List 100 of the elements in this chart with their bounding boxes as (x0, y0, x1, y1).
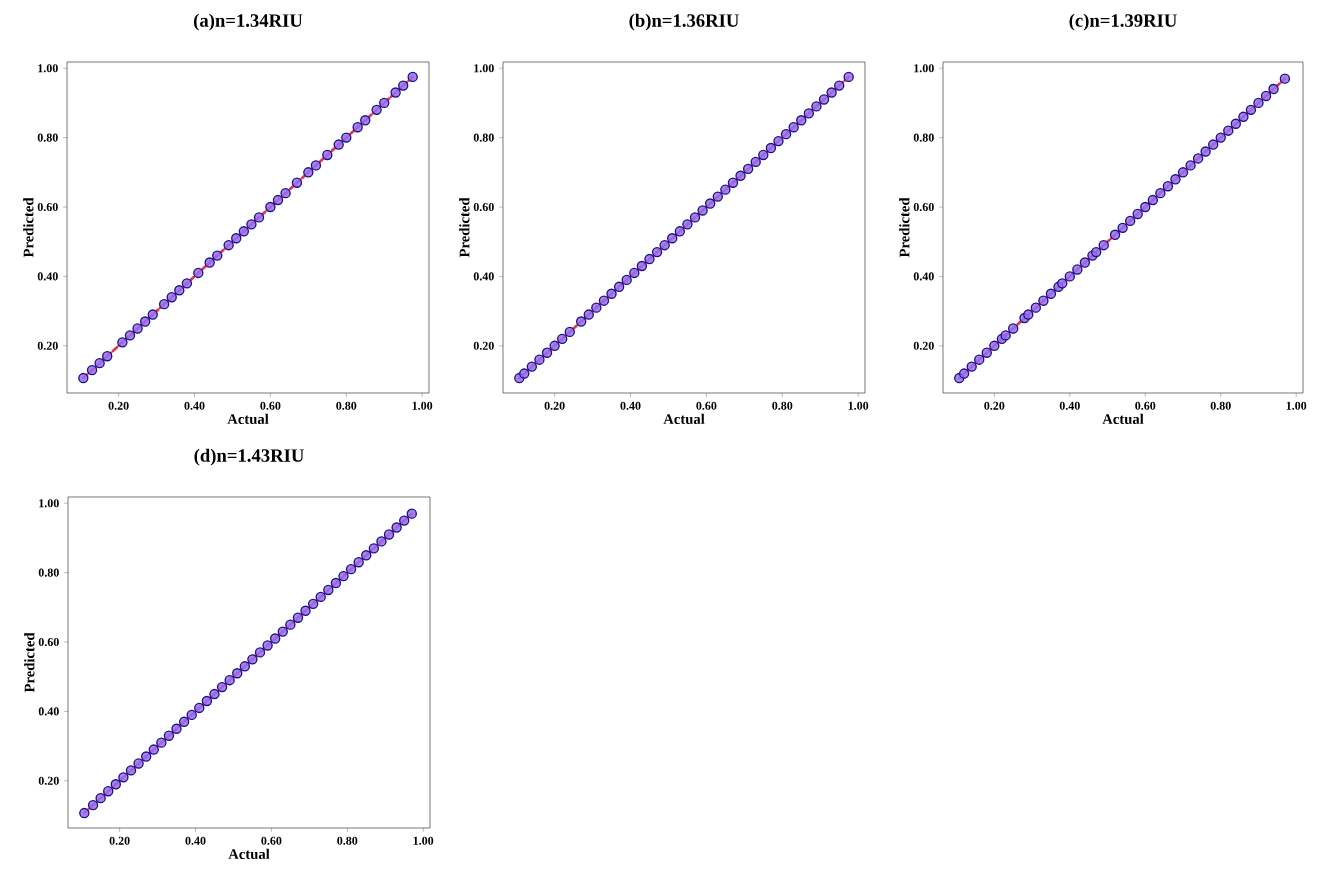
point (368, 543, 380, 554)
x-axis-title: Actual (663, 413, 705, 425)
point (291, 177, 303, 188)
y-tick-label: 0.60 (38, 637, 59, 647)
point (651, 246, 663, 258)
point (353, 557, 364, 568)
y-tick-label: 1.00 (38, 64, 58, 73)
point (125, 765, 137, 776)
x-tick-label: 0.60 (260, 401, 281, 410)
y-tick-label: 0.60 (473, 202, 494, 212)
point (345, 563, 357, 575)
point (383, 529, 395, 540)
x-tick-label: 0.80 (772, 401, 793, 410)
y-tick-label: 0.20 (913, 341, 934, 350)
point (1098, 239, 1109, 251)
y-tick-label: 0.80 (37, 133, 58, 142)
point (315, 591, 326, 603)
point (811, 101, 822, 112)
point (644, 253, 655, 265)
point (78, 372, 89, 384)
point (1117, 222, 1128, 234)
y-tick-label: 0.40 (913, 272, 934, 281)
point (1177, 167, 1189, 178)
x-tick-label: 1.00 (413, 836, 434, 845)
point (303, 167, 314, 178)
x-tick-label: 0.80 (1210, 401, 1231, 410)
point (1057, 278, 1068, 289)
x-axis-title: Actual (227, 413, 269, 425)
point (773, 135, 784, 147)
point (166, 292, 177, 303)
point (1223, 125, 1234, 136)
point (1200, 146, 1211, 157)
chart-title: (a)n=1.34RIU (193, 13, 303, 31)
point (526, 361, 538, 372)
point (667, 233, 678, 244)
point (87, 799, 99, 811)
chart-title: (b)n=1.36RIU (629, 13, 739, 31)
point (541, 347, 553, 358)
point (174, 285, 185, 296)
x-tick-label: 0.20 (109, 836, 130, 845)
point (156, 737, 167, 748)
y-tick-label: 0.20 (38, 776, 59, 785)
y-tick-label: 0.20 (37, 341, 58, 350)
x-tick-label: 0.20 (984, 401, 1005, 410)
point (1253, 97, 1264, 109)
point (178, 716, 190, 728)
point (246, 219, 257, 230)
point (1268, 83, 1279, 95)
point (110, 779, 122, 790)
point (697, 205, 708, 216)
point (201, 695, 213, 707)
point (1260, 90, 1272, 102)
point (253, 212, 265, 223)
point (750, 156, 761, 168)
y-tick-label: 0.40 (37, 272, 58, 281)
point (598, 295, 610, 306)
point (204, 257, 215, 268)
y-tick-label: 0.20 (473, 341, 494, 350)
point (727, 177, 739, 188)
point (133, 758, 144, 769)
point (1279, 73, 1291, 84)
point (148, 744, 159, 755)
x-tick-label: 0.60 (1135, 401, 1156, 410)
point (796, 115, 807, 126)
point (285, 619, 296, 630)
point (1192, 153, 1204, 164)
point (132, 323, 143, 334)
point (193, 267, 204, 279)
point (212, 250, 223, 261)
point (974, 354, 985, 365)
point (1023, 309, 1034, 320)
point (209, 688, 220, 700)
x-tick-label: 0.40 (620, 401, 641, 410)
point (272, 194, 284, 206)
point (277, 626, 288, 637)
y-tick-label: 0.80 (38, 568, 59, 577)
point (1000, 330, 1011, 341)
point (124, 330, 136, 341)
point (1064, 271, 1075, 282)
point (1245, 104, 1257, 116)
point (1147, 194, 1159, 206)
point (712, 191, 723, 202)
y-tick-label: 0.60 (913, 202, 934, 212)
point (613, 281, 625, 293)
point (704, 198, 716, 209)
point (163, 730, 175, 741)
point (330, 577, 342, 589)
point (361, 550, 372, 561)
point (171, 723, 182, 734)
point (254, 647, 266, 658)
x-tick-label: 0.40 (185, 836, 206, 845)
chart-title: (d)n=1.43RIU (194, 448, 304, 466)
y-axis-title: Predicted (899, 197, 910, 258)
point (280, 187, 291, 199)
point (1185, 160, 1196, 171)
point (307, 598, 319, 610)
point (194, 702, 205, 714)
point (1230, 118, 1242, 129)
point (103, 786, 114, 797)
point (371, 104, 382, 116)
